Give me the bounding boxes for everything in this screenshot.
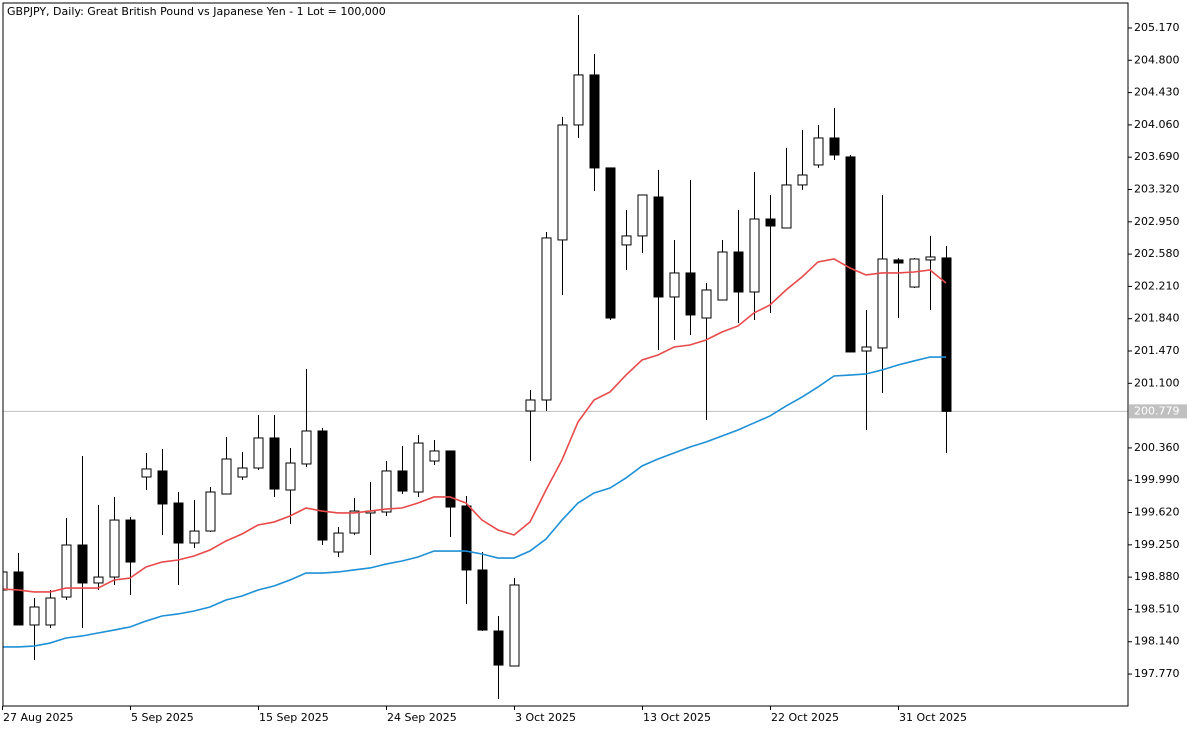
candle-body: [125, 519, 136, 563]
candle-body: [877, 258, 888, 349]
y-tick-label: 204.430: [1134, 86, 1180, 99]
x-tick-label: 31 Oct 2025: [899, 711, 967, 724]
y-tick-label: 199.250: [1134, 538, 1180, 551]
candle-body: [637, 194, 648, 237]
candle-body: [925, 256, 936, 261]
candle-body: [493, 630, 504, 666]
candle-body: [845, 156, 856, 353]
candle-body: [781, 184, 792, 229]
y-tick-label: 201.470: [1134, 344, 1180, 357]
x-tick-label: 5 Sep 2025: [131, 711, 194, 724]
candle-body: [589, 74, 600, 169]
y-tick-label: 198.510: [1134, 602, 1180, 615]
candle-body: [557, 124, 568, 241]
y-tick-label: 199.620: [1134, 506, 1180, 519]
candle-body: [893, 259, 904, 264]
y-tick-label: 203.690: [1134, 150, 1180, 163]
candle-body: [733, 251, 744, 293]
candle-body: [717, 251, 728, 301]
candle-body: [285, 462, 296, 491]
candle-body: [173, 502, 184, 544]
candle-body: [429, 450, 440, 462]
y-tick-label: 200.360: [1134, 441, 1180, 454]
x-tick-label: 15 Sep 2025: [259, 711, 329, 724]
x-tick-label: 3 Oct 2025: [515, 711, 576, 724]
candle-body: [157, 470, 168, 505]
candle-body: [605, 167, 616, 319]
price-label: 200.779: [1134, 404, 1180, 417]
y-tick-label: 198.140: [1134, 635, 1180, 648]
candle-body: [573, 74, 584, 126]
y-tick-label: 205.170: [1134, 21, 1180, 34]
y-tick-label: 203.320: [1134, 182, 1180, 195]
x-tick-label: 27 Aug 2025: [3, 711, 73, 724]
chart-title: GBPJPY, Daily: Great British Pound vs Ja…: [7, 5, 386, 18]
candle-body: [77, 544, 88, 584]
candle-body: [525, 399, 536, 412]
candle-body: [621, 235, 632, 246]
moving-average-line: [3, 356, 946, 648]
y-tick-label: 201.100: [1134, 376, 1180, 389]
y-tick-label: 202.950: [1134, 215, 1180, 228]
y-tick-label: 201.840: [1134, 312, 1180, 325]
candle-body: [541, 237, 552, 401]
y-tick-label: 204.060: [1134, 118, 1180, 131]
candle-body: [109, 519, 120, 578]
candle-body: [941, 257, 952, 412]
candle-body: [413, 442, 424, 493]
candle-body: [221, 458, 232, 495]
candle-body: [797, 174, 808, 186]
y-tick-label: 202.210: [1134, 279, 1180, 292]
candle-body: [445, 450, 456, 508]
candle-body: [381, 470, 392, 513]
price-label-box: [1129, 404, 1187, 419]
candle-body: [397, 470, 408, 492]
y-tick-label: 204.800: [1134, 53, 1180, 66]
candle-body: [205, 491, 216, 532]
plot-area: [3, 14, 1128, 700]
candle-body: [61, 544, 72, 598]
candle-body: [333, 532, 344, 553]
candle-body: [701, 289, 712, 319]
candle-body: [685, 272, 696, 316]
candle-body: [749, 218, 760, 293]
y-tick-label: 199.990: [1134, 473, 1180, 486]
candle-body: [829, 137, 840, 156]
candle-body: [301, 430, 312, 465]
candle-body: [93, 576, 104, 584]
candle-body: [317, 430, 328, 541]
x-tick-label: 24 Sep 2025: [387, 711, 457, 724]
candle-body: [141, 468, 152, 478]
candle-body: [813, 137, 824, 166]
candle-body: [765, 218, 776, 227]
candle-body: [3, 571, 8, 591]
x-tick-label: 22 Oct 2025: [771, 711, 839, 724]
candle-body: [45, 597, 56, 626]
candle-body: [237, 467, 248, 478]
moving-average-line: [3, 258, 947, 593]
y-tick-label: 197.770: [1134, 667, 1180, 680]
candle-body: [13, 571, 24, 626]
candle-body: [861, 346, 872, 352]
candle-body: [349, 510, 360, 534]
candle-body: [909, 258, 920, 288]
plot-frame: [2, 2, 1129, 707]
candle-body: [189, 530, 200, 544]
y-tick-label: 202.580: [1134, 247, 1180, 260]
candle-body: [269, 437, 280, 490]
candle-body: [461, 505, 472, 571]
x-tick-label: 13 Oct 2025: [643, 711, 711, 724]
candle-body: [477, 569, 488, 631]
candle-body: [669, 272, 680, 298]
y-tick-label: 198.880: [1134, 570, 1180, 583]
candle-body: [29, 606, 40, 626]
candle-body: [653, 196, 664, 298]
candle-body: [253, 437, 264, 469]
candle-body: [509, 584, 520, 667]
